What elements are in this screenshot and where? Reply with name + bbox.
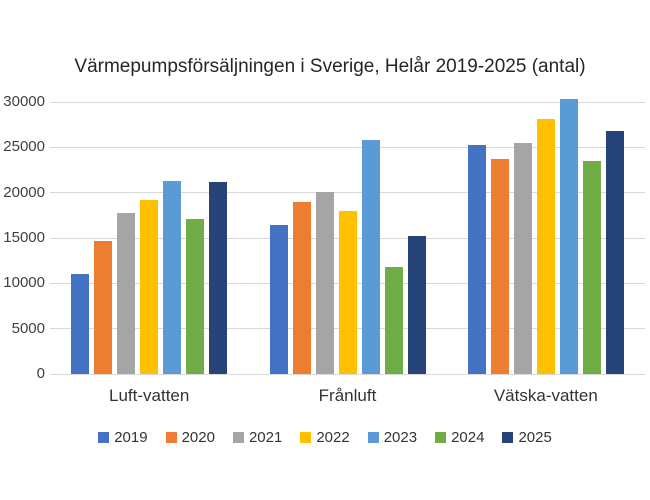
bar-2022-frånluft <box>338 210 357 374</box>
bar-2021-vätska-vatten <box>513 142 532 374</box>
y-axis-tick-label: 30000 <box>3 93 45 110</box>
bar-2019-frånluft <box>269 225 288 374</box>
plot-area: 0 5000 10000 15000 20000 25000 30000 <box>3 94 645 382</box>
legend-swatch-icon <box>435 432 447 443</box>
bar-2019-vätska-vatten <box>467 144 486 374</box>
y-axis-tick-label: 25000 <box>3 138 45 156</box>
chart-title: Värmepumpsförsäljningen i Sverige, Helår… <box>74 56 586 77</box>
gridline <box>50 192 645 194</box>
legend-label: 2019 <box>114 429 148 446</box>
legend-swatch-icon <box>98 432 110 443</box>
legend-item-2025: 2025 <box>502 429 552 446</box>
legend-item-2020: 2020 <box>165 429 215 446</box>
bar-2025-luft-vatten <box>209 181 228 374</box>
bar-2020-frånluft <box>292 201 311 374</box>
gridline <box>50 101 645 103</box>
gridline <box>50 373 645 375</box>
bar-2021-luft-vatten <box>117 212 136 374</box>
legend-swatch-icon <box>165 432 177 443</box>
legend-label: 2024 <box>451 429 485 446</box>
bar-2025-vätska-vatten <box>605 131 624 374</box>
bar-2020-luft-vatten <box>94 240 113 374</box>
legend-item-2023: 2023 <box>367 429 418 446</box>
bar-2022-luft-vatten <box>140 199 159 374</box>
x-axis-category-label: Frånluft <box>318 386 377 405</box>
bar-2024-vätska-vatten <box>582 160 601 374</box>
legend-swatch-icon <box>367 432 379 443</box>
legend-label: 2025 <box>518 429 552 446</box>
legend-item-2024: 2024 <box>435 430 484 445</box>
bar-2023-frånluft <box>361 140 380 374</box>
legend-label: 2022 <box>316 429 350 446</box>
bar-2024-frånluft <box>384 267 403 374</box>
x-axis-category-label: Vätska-vatten <box>493 386 598 405</box>
y-axis-tick-label: 5000 <box>11 319 45 337</box>
legend-item-2021: 2021 <box>232 429 283 446</box>
legend-label: 2021 <box>248 429 283 446</box>
bar-2020-vätska-vatten <box>490 159 509 374</box>
legend-swatch-icon <box>300 432 312 443</box>
bar-2019-luft-vatten <box>71 274 90 374</box>
legend-label: 2023 <box>383 429 418 446</box>
y-axis-tick-label: 20000 <box>3 183 45 201</box>
bar-2023-vätska-vatten <box>559 99 578 374</box>
bar-2025-frånluft <box>407 236 426 374</box>
legend-item-2019: 2019 <box>98 429 148 446</box>
bar-2022-vätska-vatten <box>536 119 555 374</box>
bar-2024-luft-vatten <box>186 218 205 374</box>
bar-2023-luft-vatten <box>163 180 182 374</box>
legend-label: 2020 <box>181 429 215 446</box>
legend-swatch-icon <box>502 432 514 443</box>
y-axis-tick-label: 0 <box>36 365 45 382</box>
y-axis-tick-label: 15000 <box>3 229 45 246</box>
bar-2021-frånluft <box>315 191 334 374</box>
legend-swatch-icon <box>232 432 244 443</box>
y-axis-tick-label: 10000 <box>3 274 45 292</box>
legend-item-2022: 2022 <box>300 429 350 446</box>
x-axis-category-label: Luft-vatten <box>109 386 190 405</box>
legend: 2019 2020 2021 2022 2023 2024 2025 <box>0 430 650 445</box>
gridline <box>50 146 645 148</box>
